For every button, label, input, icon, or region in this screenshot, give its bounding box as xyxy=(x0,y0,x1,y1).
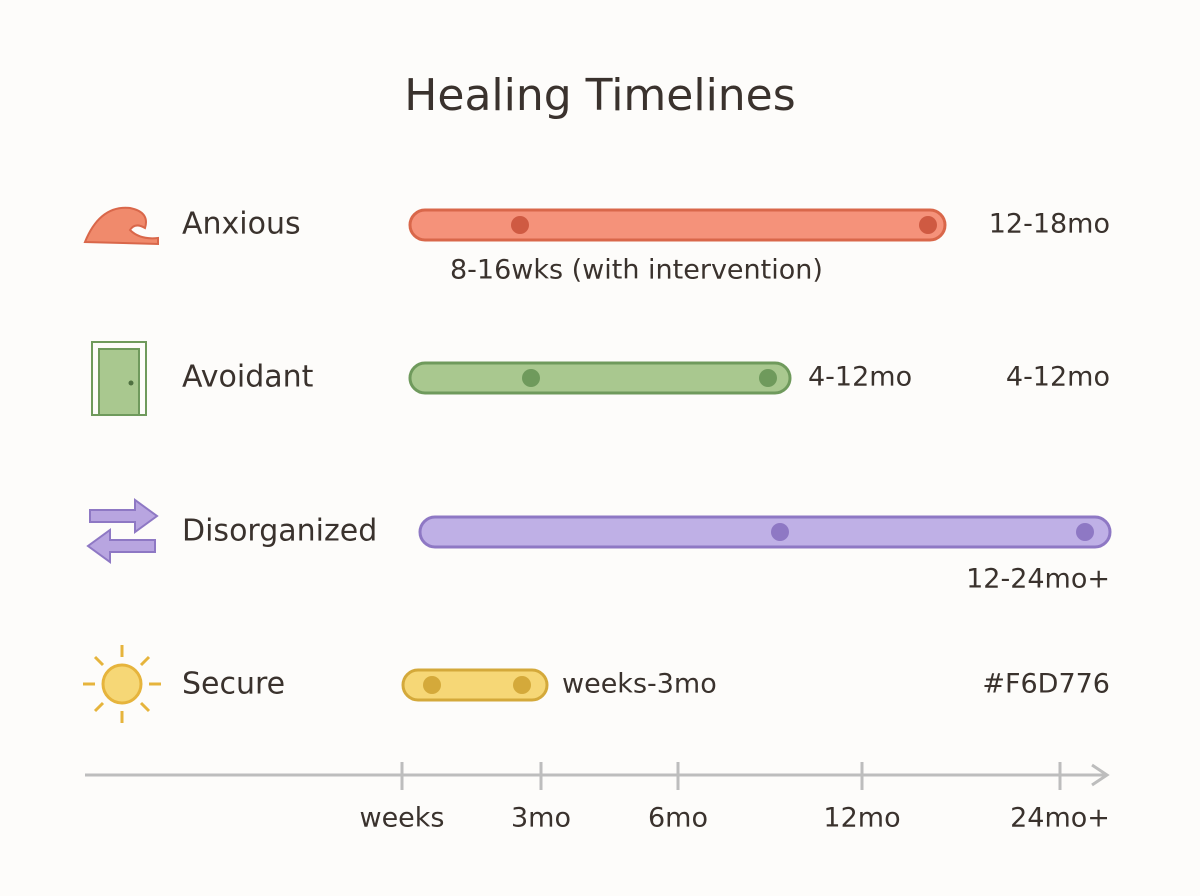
title: Healing Timelines xyxy=(404,70,795,121)
row-label: Avoidant xyxy=(182,360,314,395)
side-label: #F6D776 xyxy=(982,669,1110,700)
range-bar xyxy=(418,515,1112,549)
side-label: 4-12mo xyxy=(1006,362,1110,393)
axis-tick-label: weeks xyxy=(359,803,444,834)
bar-dot xyxy=(511,216,529,234)
axis-tick-label: 24mo+ xyxy=(1010,803,1110,834)
door-knob xyxy=(128,380,134,386)
arrow-icon xyxy=(86,528,156,564)
bar-dot xyxy=(919,216,937,234)
range-label: 12-24mo+ xyxy=(966,564,1110,595)
bar-dot xyxy=(759,369,777,387)
range-label: weeks-3mo xyxy=(562,669,717,700)
bar-dot xyxy=(522,369,540,387)
arrow-icon xyxy=(89,498,159,534)
axis-tick-label: 3mo xyxy=(511,803,571,834)
bar-dot xyxy=(771,523,789,541)
row-note: 8-16wks (with intervention) xyxy=(450,255,823,286)
row-label: Anxious xyxy=(182,207,301,242)
axis-ticks xyxy=(400,762,1062,790)
bar-dot xyxy=(423,676,441,694)
row-label: Disorganized xyxy=(182,514,377,549)
range-label: 4-12mo xyxy=(808,362,912,393)
range-bar xyxy=(401,668,549,702)
range-bar xyxy=(408,361,792,395)
range-bar xyxy=(408,208,947,242)
sun-icon xyxy=(83,645,161,723)
axis-tick-label: 12mo xyxy=(823,803,900,834)
bar-dot xyxy=(513,676,531,694)
axis-arrow xyxy=(1091,763,1110,787)
row-label: Secure xyxy=(182,667,285,702)
bar-dot xyxy=(1076,523,1094,541)
axis-tick-label: 6mo xyxy=(648,803,708,834)
range-label: 12-18mo xyxy=(989,209,1110,240)
wave-icon xyxy=(83,206,159,246)
